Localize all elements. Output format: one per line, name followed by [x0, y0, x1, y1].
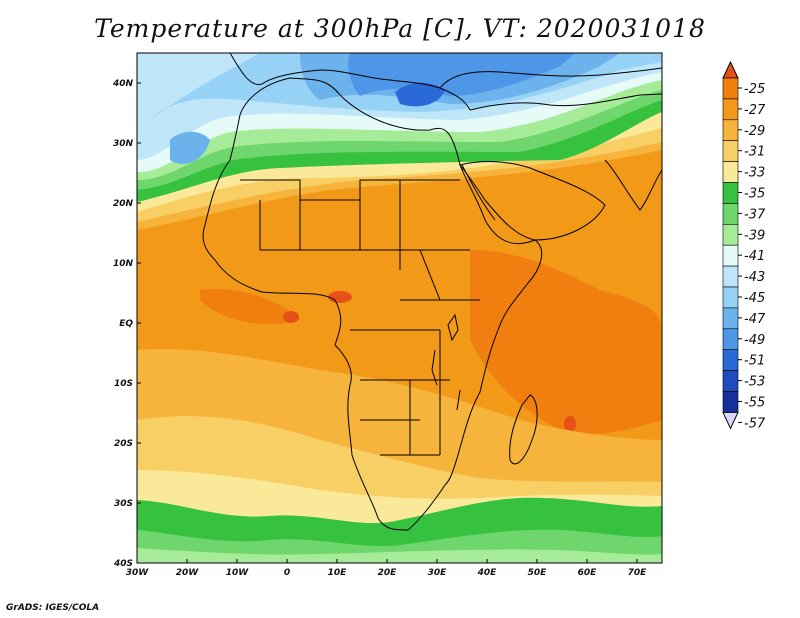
colorbar-swatch — [722, 328, 739, 350]
y-tick-label: 40S — [113, 559, 133, 569]
band-minus25-congo — [328, 291, 352, 303]
coastlines-borders — [202, 53, 662, 531]
temperature-field — [137, 53, 662, 563]
colorbar-swatch — [722, 182, 739, 204]
colorbar-swatch — [722, 77, 739, 100]
red-sea-coastline — [461, 164, 496, 221]
lake-malawi — [456, 389, 461, 411]
grads-credit: GrADS: IGES/COLA — [6, 603, 100, 613]
y-tick-label: 30N — [113, 139, 134, 149]
x-tick-label: 30W — [126, 568, 150, 578]
plot-frame — [136, 52, 663, 564]
colorbar-label: -55 — [744, 396, 765, 411]
africa-coastline — [202, 77, 543, 531]
blue-patch-atlantic — [170, 131, 210, 164]
arabia-coastline — [459, 161, 606, 241]
colorbar-swatch — [722, 161, 739, 183]
band-minus41-south — [137, 548, 662, 563]
colorbar-swatch — [722, 224, 739, 246]
colorbar: -25 -27 -29 -31 -33 -35 -37 -39 -41 -43 -45 -47 -49 -… — [722, 60, 766, 431]
colorbar-swatch — [722, 286, 739, 309]
colorbar-top-triangle — [722, 60, 739, 79]
x-axis: 30W 20W 10W 0 10E 20E 30E 40E 50E 60E 70E — [126, 559, 647, 578]
band-minus27-atlantic — [200, 289, 300, 324]
y-tick-label: 20N — [113, 199, 134, 209]
colorbar-swatch — [722, 391, 739, 413]
colorbar-label: -41 — [744, 249, 765, 264]
europe-coastline — [229, 53, 662, 111]
colorbar-label: -35 — [744, 187, 765, 202]
colorbar-swatch — [722, 244, 739, 267]
x-tick-label: 20E — [378, 568, 398, 578]
madagascar-coastline — [509, 394, 538, 465]
x-tick-label: 10E — [328, 568, 348, 578]
colorbar-swatch — [722, 140, 739, 162]
colorbar-label: -31 — [744, 145, 765, 160]
x-tick-label: 70E — [628, 568, 648, 578]
colorbar-swatch — [722, 203, 739, 225]
band-minus25-atlantic — [283, 311, 299, 323]
y-tick-label: EQ — [119, 319, 133, 329]
lake-victoria — [447, 313, 459, 342]
colorbar-label: -29 — [744, 124, 765, 139]
band-minus25-indian — [564, 416, 576, 432]
y-tick-label: 10N — [113, 259, 134, 269]
y-axis: 40N 30N 20N 10N EQ 10S 20S 30S 40S — [112, 79, 141, 569]
colorbar-swatch — [722, 119, 739, 142]
colorbar-swatch — [722, 98, 739, 121]
colorbar-label: -51 — [744, 354, 765, 369]
colorbar-swatch — [722, 265, 739, 288]
x-tick-label: 50E — [528, 568, 548, 578]
colorbar-label: -43 — [744, 270, 765, 285]
colorbar-swatch — [722, 370, 739, 392]
colorbar-label: -37 — [744, 207, 766, 222]
band-minus53 — [395, 82, 445, 107]
colorbar-swatch — [722, 349, 739, 371]
x-tick-label: 60E — [578, 568, 598, 578]
colorbar-label: -25 — [744, 82, 765, 97]
x-tick-label: 10W — [226, 568, 250, 578]
country-borders — [240, 179, 480, 456]
colorbar-label: -33 — [744, 166, 765, 181]
map-title: Temperature at 300hPa [C], VT: 202003101… — [94, 14, 706, 43]
y-tick-label: 20S — [114, 439, 133, 449]
y-tick-label: 10S — [114, 379, 133, 389]
x-tick-label: 0 — [284, 568, 290, 578]
colorbar-label: -45 — [744, 291, 765, 306]
colorbar-label: -47 — [744, 312, 766, 327]
y-tick-label: 40N — [112, 79, 134, 89]
x-tick-label: 30E — [428, 568, 448, 578]
colorbar-label: -27 — [744, 103, 766, 118]
colorbar-label: -49 — [744, 333, 765, 348]
x-tick-label: 40E — [477, 568, 498, 578]
colorbar-label: -39 — [744, 228, 765, 243]
x-tick-label: 20W — [176, 568, 200, 578]
colorbar-label: -53 — [744, 375, 765, 390]
asia-coastline — [469, 93, 662, 111]
india-coastline — [604, 159, 662, 211]
colorbar-label: -57 — [744, 416, 766, 431]
y-tick-label: 30S — [114, 499, 133, 509]
colorbar-swatch — [722, 307, 739, 330]
colorbar-bottom-triangle — [722, 411, 739, 430]
